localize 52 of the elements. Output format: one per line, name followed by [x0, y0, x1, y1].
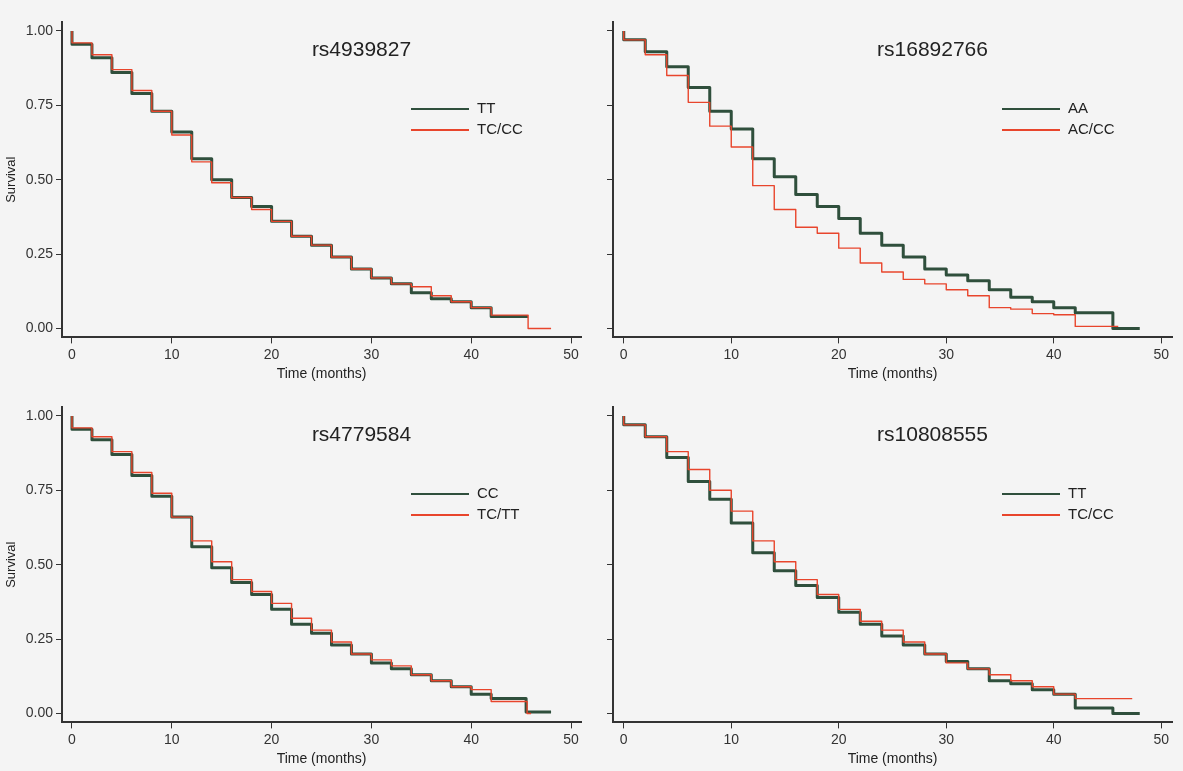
x-tick-label: 10: [164, 730, 180, 747]
text: rs10808555: [877, 421, 988, 445]
x-tick-label: 50: [563, 730, 580, 747]
x-tick-label: 0: [619, 345, 628, 362]
x-tick-label: 30: [363, 730, 380, 747]
x-tick-label: 20: [263, 730, 280, 747]
x-tick-label: 0: [619, 730, 628, 747]
x-tick-label: 20: [263, 345, 280, 362]
x-tick-label: 0: [68, 345, 77, 362]
y-tick-label: 0.75: [25, 481, 54, 498]
legend-label: TT: [477, 99, 496, 117]
text: rs4939827: [311, 36, 412, 60]
legend-label: AC/CC: [1068, 120, 1115, 138]
x-tick-label: 30: [938, 730, 955, 747]
x-tick-label: 40: [463, 345, 480, 362]
y-axis-title: Survival: [3, 156, 19, 203]
y-tick-label: 0.00: [25, 704, 54, 721]
x-axis-title: Time (months): [847, 365, 938, 382]
y-tick-label: 1.00: [25, 21, 54, 38]
legend-label: TC/CC: [477, 120, 523, 138]
y-axis-title: Survival: [3, 541, 19, 588]
x-tick-label: 30: [938, 345, 955, 362]
x-tick-label: 20: [830, 730, 847, 747]
x-axis-title: Time (months): [847, 750, 938, 767]
x-tick-label: 20: [830, 345, 847, 362]
y-tick-label: 0.50: [25, 555, 54, 572]
legend-label: CC: [477, 484, 499, 502]
x-tick-label: 40: [463, 730, 480, 747]
y-tick-label: 0.00: [25, 319, 54, 336]
x-tick-label: 40: [1045, 730, 1062, 747]
x-tick-label: 10: [164, 345, 180, 362]
x-tick-label: 50: [563, 345, 580, 362]
legend-label: TT: [1068, 484, 1087, 502]
y-tick-label: 0.25: [25, 629, 54, 646]
legend-label: AA: [1068, 99, 1089, 117]
y-tick-label: 0.50: [25, 170, 54, 187]
legend-label: TC/CC: [1068, 505, 1114, 523]
x-tick-label: 50: [1153, 730, 1170, 747]
y-tick-label: 0.25: [25, 244, 54, 261]
legend-label: TC/TT: [477, 505, 520, 523]
y-tick-label: 1.00: [25, 406, 54, 423]
x-axis-title: Time (months): [276, 750, 367, 767]
x-tick-label: 30: [363, 345, 380, 362]
x-tick-label: 40: [1045, 345, 1062, 362]
x-tick-label: 0: [68, 730, 77, 747]
y-tick-label: 0.75: [25, 96, 54, 113]
x-tick-label: 10: [723, 345, 740, 362]
text: rs4779584: [311, 421, 412, 445]
x-axis-title: Time (months): [276, 365, 367, 382]
x-tick-label: 50: [1153, 345, 1170, 362]
text: rs16892766: [877, 36, 988, 60]
x-tick-label: 10: [723, 730, 740, 747]
